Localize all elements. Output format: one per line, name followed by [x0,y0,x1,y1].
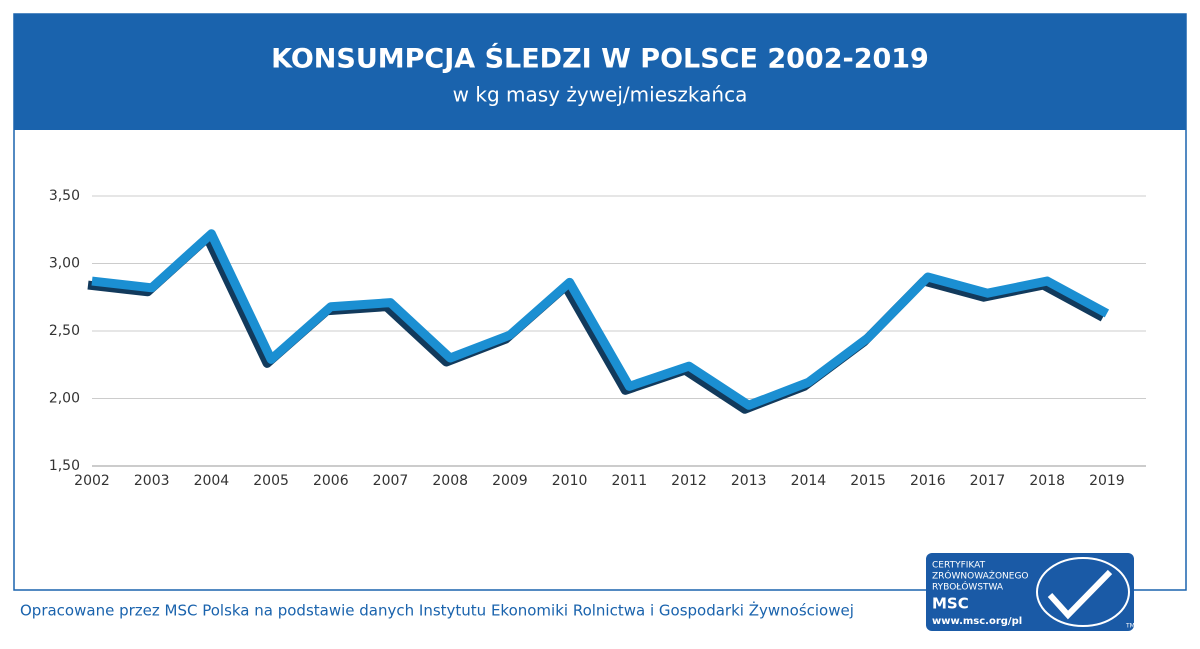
line-shadow [87,233,1106,414]
line [91,229,1110,410]
x-tick-label: 2005 [253,473,289,489]
x-tick-label: 2014 [791,473,827,489]
x-tick-label: 2017 [970,473,1006,489]
x-tick-label: 2010 [552,473,588,489]
x-tick-label: 2016 [910,473,946,489]
logo-text: CERTYFIKAT [932,561,986,571]
x-tick-label: 2008 [432,473,468,489]
x-tick-label: 2011 [611,473,647,489]
x-tick-label: 2009 [492,473,528,489]
x-tick-label: 2002 [74,473,110,489]
x-tick-label: 2013 [731,473,767,489]
x-tick-label: 2019 [1089,473,1125,489]
y-tick-label: 2,00 [49,391,80,407]
logo-check [1047,569,1113,620]
logo-name: MSC [932,595,969,613]
y-tick-label: 3,50 [49,188,80,204]
x-tick-label: 2004 [194,473,230,489]
x-tick-label: 2006 [313,473,349,489]
logo-tm: TM [1125,623,1135,630]
x-tick-label: 2015 [850,473,886,489]
logo: CERTYFIKAT ZRÓWNOWAŻONEGO RYBOŁÓWSTWA MS… [926,553,1135,631]
footer: Opracowane przez MSC Polska na podstawie… [20,601,854,620]
chart-title: KONSUMPCJA ŚLEDZI W POLSCE 2002-2019 [271,43,929,75]
logo-url: www.msc.org/pl [932,616,1022,627]
logo-fish [1036,557,1130,627]
y-tick-label: 1,50 [49,458,80,474]
x-tick-label: 2018 [1029,473,1065,489]
y-tick-label: 3,00 [49,256,80,272]
x-tick-label: 2012 [671,473,707,489]
x-tick-label: 2007 [373,473,409,489]
logo-box [926,553,1134,631]
chart-subtitle: w kg masy żywej/mieszkańca [453,83,748,107]
logo-text: RYBOŁÓWSTWA [932,581,1004,593]
y-tick-label: 2,50 [49,323,80,339]
x-tick-label: 2003 [134,473,170,489]
header [14,14,1186,130]
logo-text: ZRÓWNOWAŻONEGO [932,570,1029,582]
